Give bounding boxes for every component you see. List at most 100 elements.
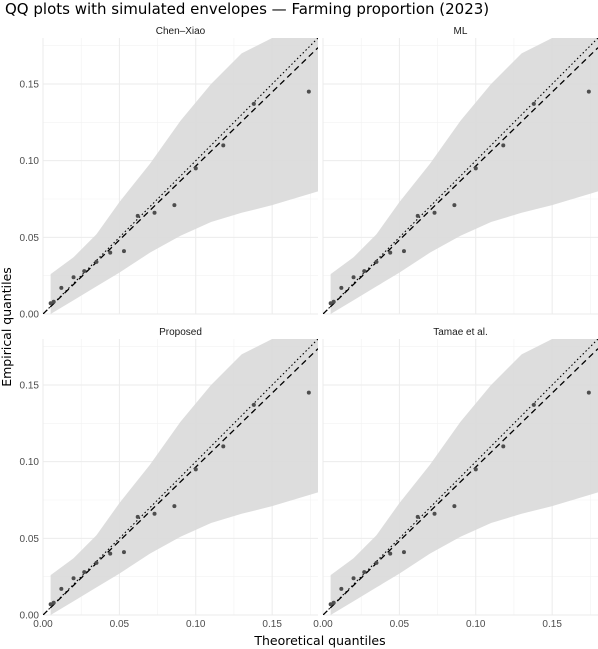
data-point — [108, 250, 113, 255]
facet-strip-label: Chen–Xiao — [156, 26, 206, 37]
data-point — [152, 210, 157, 215]
y-tick-label: 0.00 — [20, 310, 40, 321]
reference-line — [43, 38, 318, 314]
facet-strip-label: Proposed — [159, 327, 202, 338]
data-point — [415, 514, 420, 519]
y-tick-label: 0.15 — [20, 381, 40, 392]
y-tick-label: 0.00 — [20, 611, 40, 622]
x-tick-label: 0.00 — [33, 619, 53, 630]
data-point — [328, 602, 333, 607]
x-tick-label: 0.00 — [313, 619, 333, 630]
data-point — [331, 299, 336, 304]
data-point — [351, 275, 356, 280]
facet-strip-label: ML — [454, 26, 468, 37]
data-point — [306, 390, 311, 395]
x-tick-label: 0.05 — [110, 619, 130, 630]
data-point — [152, 511, 157, 516]
data-point — [339, 285, 344, 290]
data-point — [121, 550, 126, 555]
data-point — [306, 89, 311, 94]
data-point — [452, 504, 457, 509]
data-point — [531, 402, 536, 407]
data-point — [48, 602, 53, 607]
x-tick-label: 0.10 — [186, 619, 206, 630]
x-tick-label: 0.05 — [390, 619, 410, 630]
chart-title: QQ plots with simulated envelopes — Farm… — [5, 0, 489, 18]
data-point — [362, 269, 367, 274]
data-point — [432, 511, 437, 516]
data-point — [108, 551, 113, 556]
data-point — [221, 444, 226, 449]
facet-panel: Proposed 0.00 0.05 0.10 0.15 0.00 0.05 0.10 0.15 — [20, 327, 318, 630]
simulated-envelope — [50, 339, 318, 615]
facet-panels: Chen–Xiao0.000.050.100.15MLProposed0.000… — [20, 26, 598, 630]
data-point — [135, 514, 140, 519]
data-point — [501, 444, 506, 449]
data-point — [388, 551, 393, 556]
data-point — [51, 600, 56, 605]
simulated-envelope — [50, 38, 318, 314]
fit-line — [323, 348, 598, 615]
data-point — [59, 586, 64, 591]
facet-panel: ML — [322, 26, 598, 315]
x-tick-label: 0.10 — [466, 619, 486, 630]
data-point — [586, 390, 591, 395]
reference-line — [43, 339, 318, 615]
y-tick-label: 0.05 — [20, 233, 40, 244]
data-point — [586, 89, 591, 94]
fit-line — [43, 47, 318, 314]
data-point — [71, 576, 76, 581]
data-point — [51, 299, 56, 304]
data-point — [501, 143, 506, 148]
data-point — [82, 570, 87, 575]
data-point — [531, 101, 536, 106]
data-point — [415, 213, 420, 218]
x-tick-label: 0.15 — [542, 619, 562, 630]
data-point — [351, 576, 356, 581]
reference-line — [323, 339, 598, 615]
data-point — [121, 249, 126, 254]
data-point — [473, 467, 478, 472]
data-point — [374, 560, 379, 565]
x-axis-title: Theoretical quantiles — [253, 633, 385, 648]
data-point — [339, 586, 344, 591]
data-point — [193, 467, 198, 472]
y-axis-title: Empirical quantiles — [0, 267, 14, 387]
data-point — [251, 402, 256, 407]
data-point — [221, 143, 226, 148]
data-point — [432, 210, 437, 215]
data-point — [48, 301, 53, 306]
data-point — [71, 275, 76, 280]
facet-panel: Tamae et al. 0.00 0.05 0.10 0.15 — [313, 327, 598, 630]
facet-panel: Chen–Xiao 0.00 0.05 0.10 0.15 — [20, 26, 318, 321]
data-point — [331, 600, 336, 605]
x-tick-label: 0.15 — [262, 619, 282, 630]
data-point — [401, 249, 406, 254]
data-point — [452, 203, 457, 208]
data-point — [388, 250, 393, 255]
simulated-envelope — [330, 38, 598, 314]
y-tick-label: 0.10 — [20, 457, 40, 468]
data-point — [94, 560, 99, 565]
data-point — [374, 259, 379, 264]
fit-line — [323, 47, 598, 314]
data-point — [362, 570, 367, 575]
data-point — [193, 166, 198, 171]
data-point — [172, 203, 177, 208]
data-point — [328, 301, 333, 306]
reference-line — [323, 38, 598, 314]
data-point — [473, 166, 478, 171]
fit-line — [43, 348, 318, 615]
data-point — [82, 269, 87, 274]
y-tick-label: 0.05 — [20, 534, 40, 545]
data-point — [135, 213, 140, 218]
data-point — [94, 259, 99, 264]
y-tick-label: 0.15 — [20, 80, 40, 91]
data-point — [401, 550, 406, 555]
facet-strip-label: Tamae et al. — [433, 327, 487, 338]
data-point — [59, 285, 64, 290]
simulated-envelope — [330, 339, 598, 615]
data-point — [251, 101, 256, 106]
